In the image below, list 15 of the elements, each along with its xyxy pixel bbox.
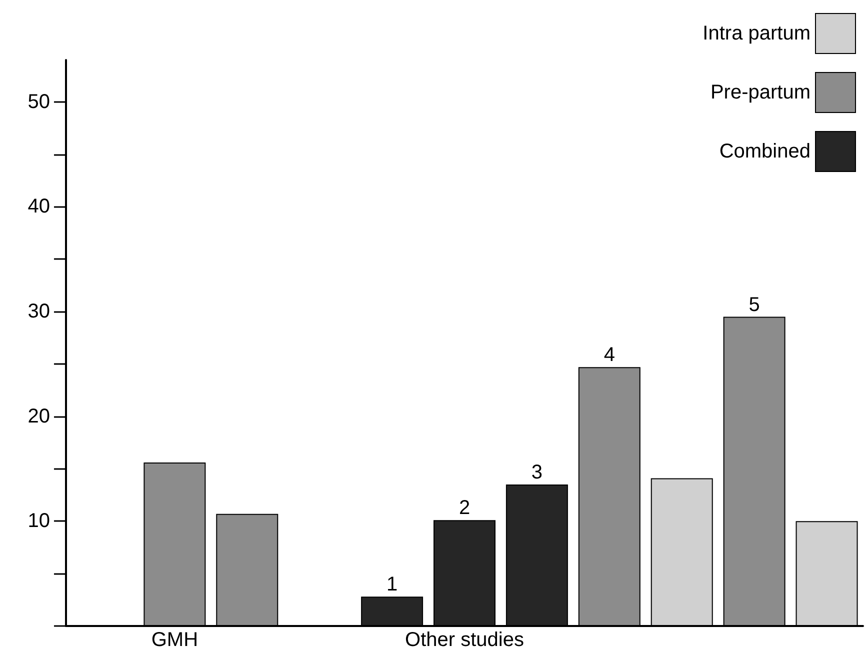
legend-label: Intra partum — [702, 22, 810, 44]
legend-label: Combined — [719, 140, 810, 162]
y-tick-label: 20 — [28, 405, 50, 428]
y-tick-label: 40 — [28, 196, 50, 218]
annotation: 5 — [748, 294, 760, 316]
annotation: 1 — [386, 574, 398, 596]
y-tick-label: 50 — [28, 90, 50, 113]
annotation: 3 — [531, 462, 543, 484]
annotation: 4 — [604, 344, 615, 366]
y-tick-label: 30 — [28, 300, 50, 323]
annotation: 2 — [458, 497, 470, 520]
x-tick-label: GMH — [151, 629, 198, 651]
y-tick-label: 10 — [28, 510, 50, 532]
x-tick-label: Other studies — [405, 629, 524, 651]
legend-label: Pre-partum — [710, 82, 810, 104]
